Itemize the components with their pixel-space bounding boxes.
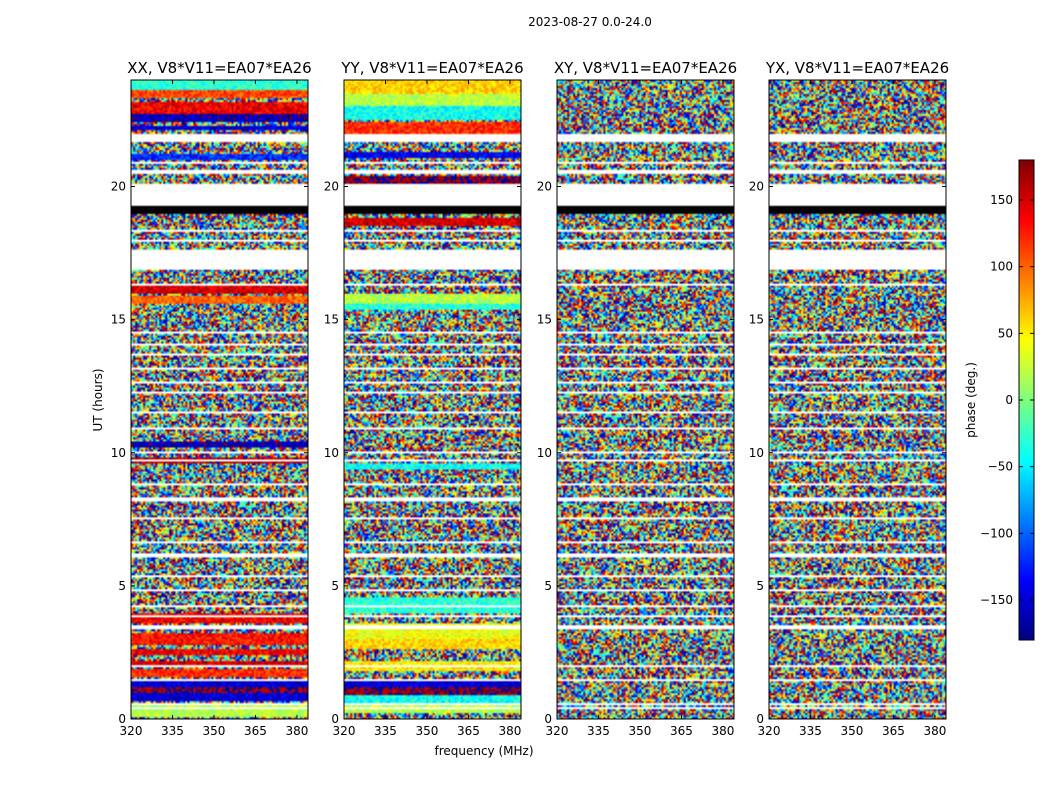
x-tick-label: 320 <box>546 724 569 738</box>
y-tick-label: 15 <box>111 313 126 327</box>
panel-title: YX, V8*V11=EA07*EA26 <box>765 59 949 77</box>
x-tick-label: 380 <box>498 724 521 738</box>
y-tick-label: 10 <box>749 446 764 460</box>
x-tick-label: 365 <box>882 724 905 738</box>
x-tick-label: 350 <box>203 724 226 738</box>
colorbar-tick-label: −50 <box>988 460 1013 474</box>
y-tick-label: 0 <box>544 712 552 726</box>
x-tick-label: 365 <box>670 724 693 738</box>
x-tick-label: 335 <box>587 724 610 738</box>
y-tick-label: 15 <box>324 313 339 327</box>
panel-yy: YY, V8*V11=EA07*EA26 320 335 350 365 380 0 5 10 1… <box>324 59 524 738</box>
y-axis-label: UT (hours) <box>91 368 105 431</box>
y-tick-label: 15 <box>749 313 764 327</box>
panel-title: YY, V8*V11=EA07*EA26 <box>340 59 523 77</box>
colorbar-tick-label: −150 <box>980 593 1013 607</box>
x-tick-label: 380 <box>923 724 946 738</box>
y-tick-label: 5 <box>756 579 764 593</box>
panel-frame <box>556 79 735 720</box>
y-tick-label: 20 <box>111 180 126 194</box>
x-tick-label: 320 <box>758 724 781 738</box>
x-tick-label: 350 <box>841 724 864 738</box>
panel-frame <box>343 79 522 720</box>
y-tick-label: 15 <box>537 313 552 327</box>
colorbar: −150 −100 −50 0 50 100 150 <box>980 159 1035 641</box>
heatmap-yx <box>769 80 946 719</box>
panel-xy: XY, V8*V11=EA07*EA26 320 335 350 365 380 0 5 10 1… <box>537 59 737 738</box>
y-tick-label: 20 <box>537 180 552 194</box>
x-tick-label: 320 <box>120 724 143 738</box>
colorbar-label: phase (deg.) <box>964 362 978 438</box>
x-axis-label: frequency (MHz) <box>434 744 533 758</box>
heatmap-yy <box>344 80 521 719</box>
x-tick-label: 350 <box>416 724 439 738</box>
panel-title: XX, V8*V11=EA07*EA26 <box>127 59 311 77</box>
x-tick-label: 335 <box>161 724 184 738</box>
heatmap-xy <box>557 80 734 719</box>
y-tick-label: 20 <box>324 180 339 194</box>
y-tick-label: 0 <box>331 712 339 726</box>
y-tick-label: 5 <box>331 579 339 593</box>
x-tick-label: 380 <box>711 724 734 738</box>
x-tick-label: 365 <box>457 724 480 738</box>
colorbar-tick-label: 150 <box>990 193 1013 207</box>
y-tick-label: 10 <box>111 446 126 460</box>
colorbar-tick-label: 100 <box>990 260 1013 274</box>
x-tick-label: 380 <box>285 724 308 738</box>
y-tick-label: 0 <box>118 712 126 726</box>
y-tick-label: 0 <box>756 712 764 726</box>
figure-suptitle: 2023-08-27 0.0-24.0 <box>528 15 652 29</box>
panel-xx: XX, V8*V11=EA07*EA26 320 335 350 365 380 0 5 10 1… <box>111 59 312 738</box>
colorbar-tick-label: 50 <box>998 326 1013 340</box>
heatmap-xx <box>131 80 308 719</box>
y-tick-label: 10 <box>537 446 552 460</box>
y-tick-label: 10 <box>324 446 339 460</box>
x-tick-label: 320 <box>333 724 356 738</box>
x-tick-label: 335 <box>799 724 822 738</box>
x-tick-label: 365 <box>244 724 267 738</box>
panel-frame <box>130 79 309 720</box>
x-tick-label: 350 <box>629 724 652 738</box>
y-tick-label: 5 <box>544 579 552 593</box>
colorbar-tick-label: −100 <box>980 526 1013 540</box>
x-tick-label: 335 <box>374 724 397 738</box>
panel-frame <box>768 79 947 720</box>
panel-yx: YX, V8*V11=EA07*EA26 320 335 350 365 380 0 5 10 1… <box>749 59 949 738</box>
colorbar-tick-label: 0 <box>1005 393 1013 407</box>
panels: XX, V8*V11=EA07*EA26 320 335 350 365 380 0 5 10 1… <box>111 59 949 738</box>
panel-title: XY, V8*V11=EA07*EA26 <box>554 59 737 77</box>
y-tick-label: 20 <box>749 180 764 194</box>
y-tick-label: 5 <box>118 579 126 593</box>
